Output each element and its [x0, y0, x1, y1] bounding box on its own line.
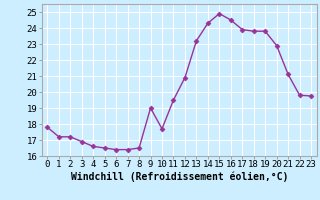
X-axis label: Windchill (Refroidissement éolien,°C): Windchill (Refroidissement éolien,°C) [70, 172, 288, 182]
